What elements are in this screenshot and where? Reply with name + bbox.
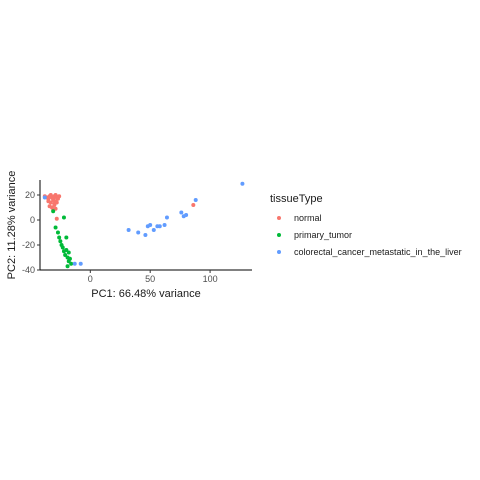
y-axis-title: PC2: 11.28% variance [6, 171, 18, 280]
y-tick-label: 20 [25, 190, 35, 200]
data-point [55, 230, 60, 235]
y-tick-label: -40 [22, 265, 35, 275]
data-point [64, 235, 69, 240]
plot-points [42, 181, 245, 269]
data-point [52, 203, 57, 207]
data-point [64, 248, 69, 252]
data-point [57, 235, 62, 240]
data-point [191, 203, 196, 207]
data-point [179, 210, 184, 215]
data-point [240, 181, 245, 186]
data-point [60, 245, 65, 250]
data-point [51, 209, 56, 214]
x-tick-label: 50 [145, 274, 155, 284]
data-point [66, 250, 71, 255]
legend-items: normal primary_tumor colorectal_cancer_met… [277, 213, 462, 257]
legend-key [277, 250, 281, 254]
data-point [63, 253, 68, 257]
legend-label: colorectal_cancer_metastatic_in_the_live… [294, 247, 462, 257]
x-axis-title: PC1: 66.48% variance [91, 288, 200, 300]
legend-label: normal [294, 213, 322, 223]
data-point [65, 264, 70, 269]
data-point [57, 194, 62, 199]
y-tick-label: 0 [30, 215, 35, 225]
data-point [48, 200, 53, 205]
data-point [78, 261, 83, 266]
data-point [72, 261, 77, 266]
data-point [58, 239, 63, 244]
legend-title: tissueType [270, 193, 323, 205]
data-point [151, 228, 156, 232]
data-point [53, 225, 58, 230]
data-point [143, 233, 148, 237]
legend-key [277, 216, 281, 220]
legend-label: primary_tumor [294, 230, 352, 240]
data-point [69, 261, 74, 266]
data-point [67, 256, 72, 261]
data-point [157, 224, 162, 229]
data-point [162, 223, 167, 227]
data-point [184, 213, 189, 217]
data-point [136, 230, 141, 235]
data-point [193, 198, 198, 202]
data-point [164, 215, 169, 220]
data-point [126, 228, 131, 232]
x-axis-ticks: 0 50 100 [88, 270, 218, 284]
legend: tissueType normal primary_tumor colorectal… [270, 193, 462, 257]
legend-key [277, 233, 281, 237]
x-tick-label: 0 [88, 274, 93, 284]
data-point [42, 195, 47, 200]
data-point [61, 215, 66, 220]
data-point [54, 216, 59, 221]
y-tick-label: -20 [22, 240, 35, 250]
data-point [148, 223, 153, 227]
y-axis-ticks: -40 -20 0 20 [22, 190, 40, 275]
x-tick-label: 100 [203, 274, 218, 284]
data-point [54, 200, 59, 205]
